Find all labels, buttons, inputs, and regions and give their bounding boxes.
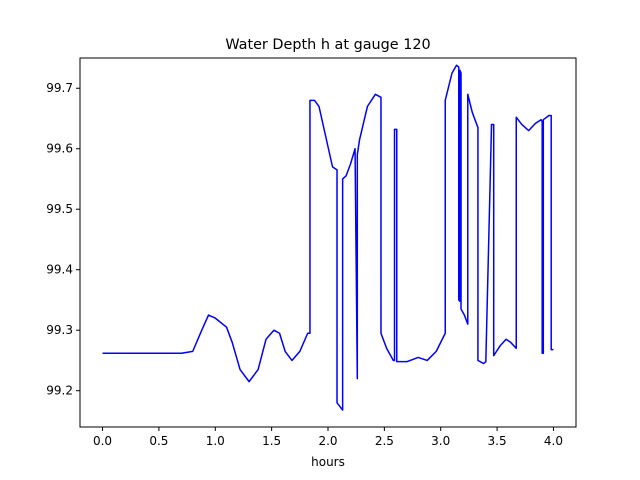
x-tick-label: 2.5 [375,434,394,448]
series-lines [102,64,554,411]
y-tick-label: 99.7 [46,81,73,95]
y-axis-ticks: 99.2 99.3 99.4 99.5 99.6 99.7 [46,81,80,398]
x-tick-label: 0.0 [93,434,112,448]
x-tick-label: 4.0 [544,434,563,448]
y-tick-label: 99.3 [46,323,73,337]
x-tick-label: 1.0 [206,434,225,448]
y-tick-label: 99.4 [46,263,73,277]
x-tick-label: 3.0 [431,434,450,448]
x-axis-ticks: 0.0 0.5 1.0 1.5 2.0 2.5 3.0 3.5 4.0 [93,427,563,448]
x-tick-label: 2.0 [318,434,337,448]
chart-title: Water Depth h at gauge 120 [225,37,430,53]
series-line-0 [102,64,554,411]
y-tick-label: 99.2 [46,384,73,398]
x-axis-title: hours [311,455,345,469]
x-tick-label: 3.5 [488,434,507,448]
plot-frame [79,57,577,428]
y-tick-label: 99.6 [46,142,73,156]
x-tick-label: 1.5 [262,434,281,448]
y-tick-label: 99.5 [46,202,73,216]
x-tick-label: 0.5 [149,434,168,448]
